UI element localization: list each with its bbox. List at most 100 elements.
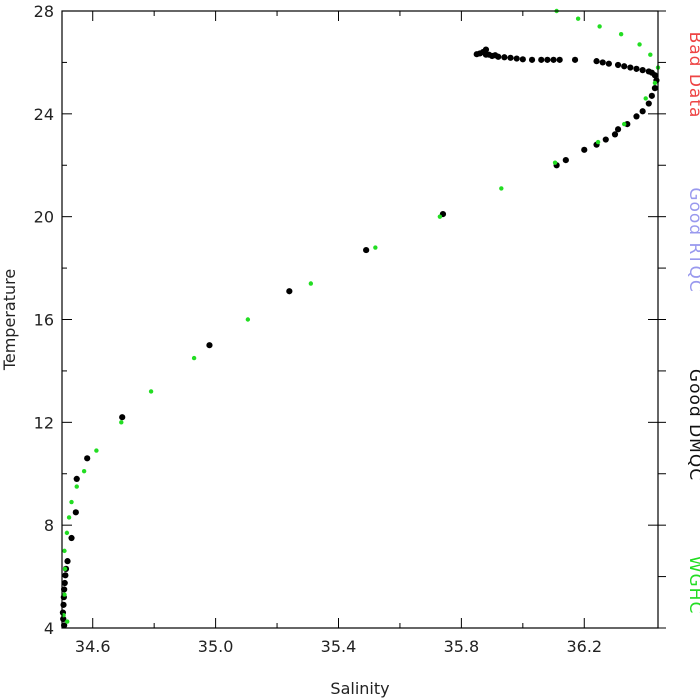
- y-tick-label: 16: [34, 311, 54, 330]
- data-point: [191, 355, 197, 361]
- plot-frame: [61, 10, 659, 629]
- data-point: [81, 468, 87, 474]
- legend-item: WGHC: [685, 556, 700, 615]
- data-point: [633, 65, 640, 72]
- data-point: [633, 113, 640, 120]
- data-point: [550, 56, 557, 63]
- axes: [61, 10, 666, 629]
- data-point: [544, 56, 551, 63]
- legend-item: Good DMQC: [685, 369, 700, 481]
- data-point: [437, 214, 443, 219]
- data-point: [64, 558, 71, 565]
- data-point: [581, 146, 588, 153]
- data-point: [94, 448, 99, 453]
- data-point: [651, 85, 659, 92]
- data-point: [60, 601, 67, 608]
- series-wghc: [61, 8, 661, 624]
- data-point: [492, 52, 499, 59]
- data-point: [599, 59, 606, 66]
- data-point: [556, 56, 563, 63]
- data-point: [119, 414, 126, 421]
- data-point: [637, 42, 642, 47]
- x-tick-label: 35.8: [444, 637, 480, 656]
- y-tick-label: 12: [34, 413, 54, 432]
- data-point: [485, 51, 493, 58]
- y-tick-label: 20: [34, 208, 54, 227]
- data-point: [627, 64, 634, 71]
- data-points: [59, 8, 661, 629]
- y-tick-label: 8: [44, 516, 54, 535]
- data-point: [84, 455, 91, 462]
- data-point: [65, 619, 70, 624]
- data-point: [519, 56, 526, 63]
- data-point: [622, 121, 627, 127]
- data-point: [571, 56, 579, 63]
- y-tick-label: 28: [34, 2, 54, 21]
- data-point: [473, 51, 480, 58]
- data-point: [62, 566, 68, 572]
- x-tick-label: 36.2: [566, 637, 602, 656]
- data-point: [528, 56, 536, 63]
- data-point: [61, 586, 68, 593]
- tick-labels: 4 8 12 16 20 24 28 34.6 35.0 35.4 35.8 36.2: [34, 2, 602, 656]
- data-point: [308, 281, 314, 286]
- data-point: [562, 157, 569, 164]
- data-point: [119, 420, 124, 425]
- data-point: [62, 592, 67, 597]
- data-point: [552, 160, 558, 165]
- data-point: [639, 67, 646, 74]
- data-point: [648, 92, 655, 99]
- data-point: [618, 31, 624, 37]
- data-point: [507, 54, 514, 61]
- data-point: [206, 342, 213, 349]
- data-point: [645, 68, 652, 75]
- legend-item: Bad Data: [685, 32, 700, 119]
- data-point: [614, 61, 622, 69]
- y-tick-label: 4: [44, 619, 54, 638]
- legend: Bad Data Good RTQC Good DMQC WGHC: [685, 32, 700, 615]
- data-point: [602, 136, 609, 143]
- x-tick-label: 34.6: [75, 637, 111, 656]
- data-point: [482, 46, 490, 53]
- data-point: [72, 509, 79, 516]
- data-point: [614, 126, 622, 133]
- data-point: [245, 317, 251, 322]
- data-point: [286, 288, 293, 295]
- data-point: [652, 80, 658, 86]
- data-point: [605, 60, 612, 67]
- data-point: [373, 245, 378, 250]
- data-point: [597, 24, 602, 29]
- data-point: [501, 54, 508, 61]
- data-point: [62, 548, 67, 554]
- data-point: [538, 56, 545, 63]
- data-point: [645, 100, 652, 107]
- data-point: [648, 52, 653, 57]
- data-point: [363, 246, 370, 254]
- data-point: [61, 622, 68, 629]
- data-point: [64, 530, 70, 536]
- data-point: [499, 186, 504, 191]
- y-tick-label: 24: [34, 105, 54, 124]
- x-axis-label: Salinity: [330, 679, 389, 698]
- x-tick-label: 35.0: [198, 637, 234, 656]
- data-point: [621, 63, 628, 70]
- x-tick-label: 35.4: [321, 637, 357, 656]
- data-point: [68, 534, 75, 542]
- data-point: [639, 108, 646, 115]
- data-point: [73, 475, 80, 482]
- data-point: [62, 572, 69, 579]
- data-point: [61, 579, 68, 587]
- data-point: [148, 389, 154, 394]
- data-point: [74, 484, 79, 489]
- data-point: [575, 16, 581, 21]
- data-point: [69, 499, 74, 505]
- data-point: [593, 58, 600, 65]
- data-point: [513, 55, 520, 62]
- y-axis-label: Temperature: [0, 269, 19, 371]
- series-good-dmqc: [59, 46, 660, 629]
- data-point: [595, 139, 601, 145]
- legend-item: Good RTQC: [685, 187, 700, 292]
- data-point: [66, 515, 72, 520]
- data-point: [611, 131, 619, 138]
